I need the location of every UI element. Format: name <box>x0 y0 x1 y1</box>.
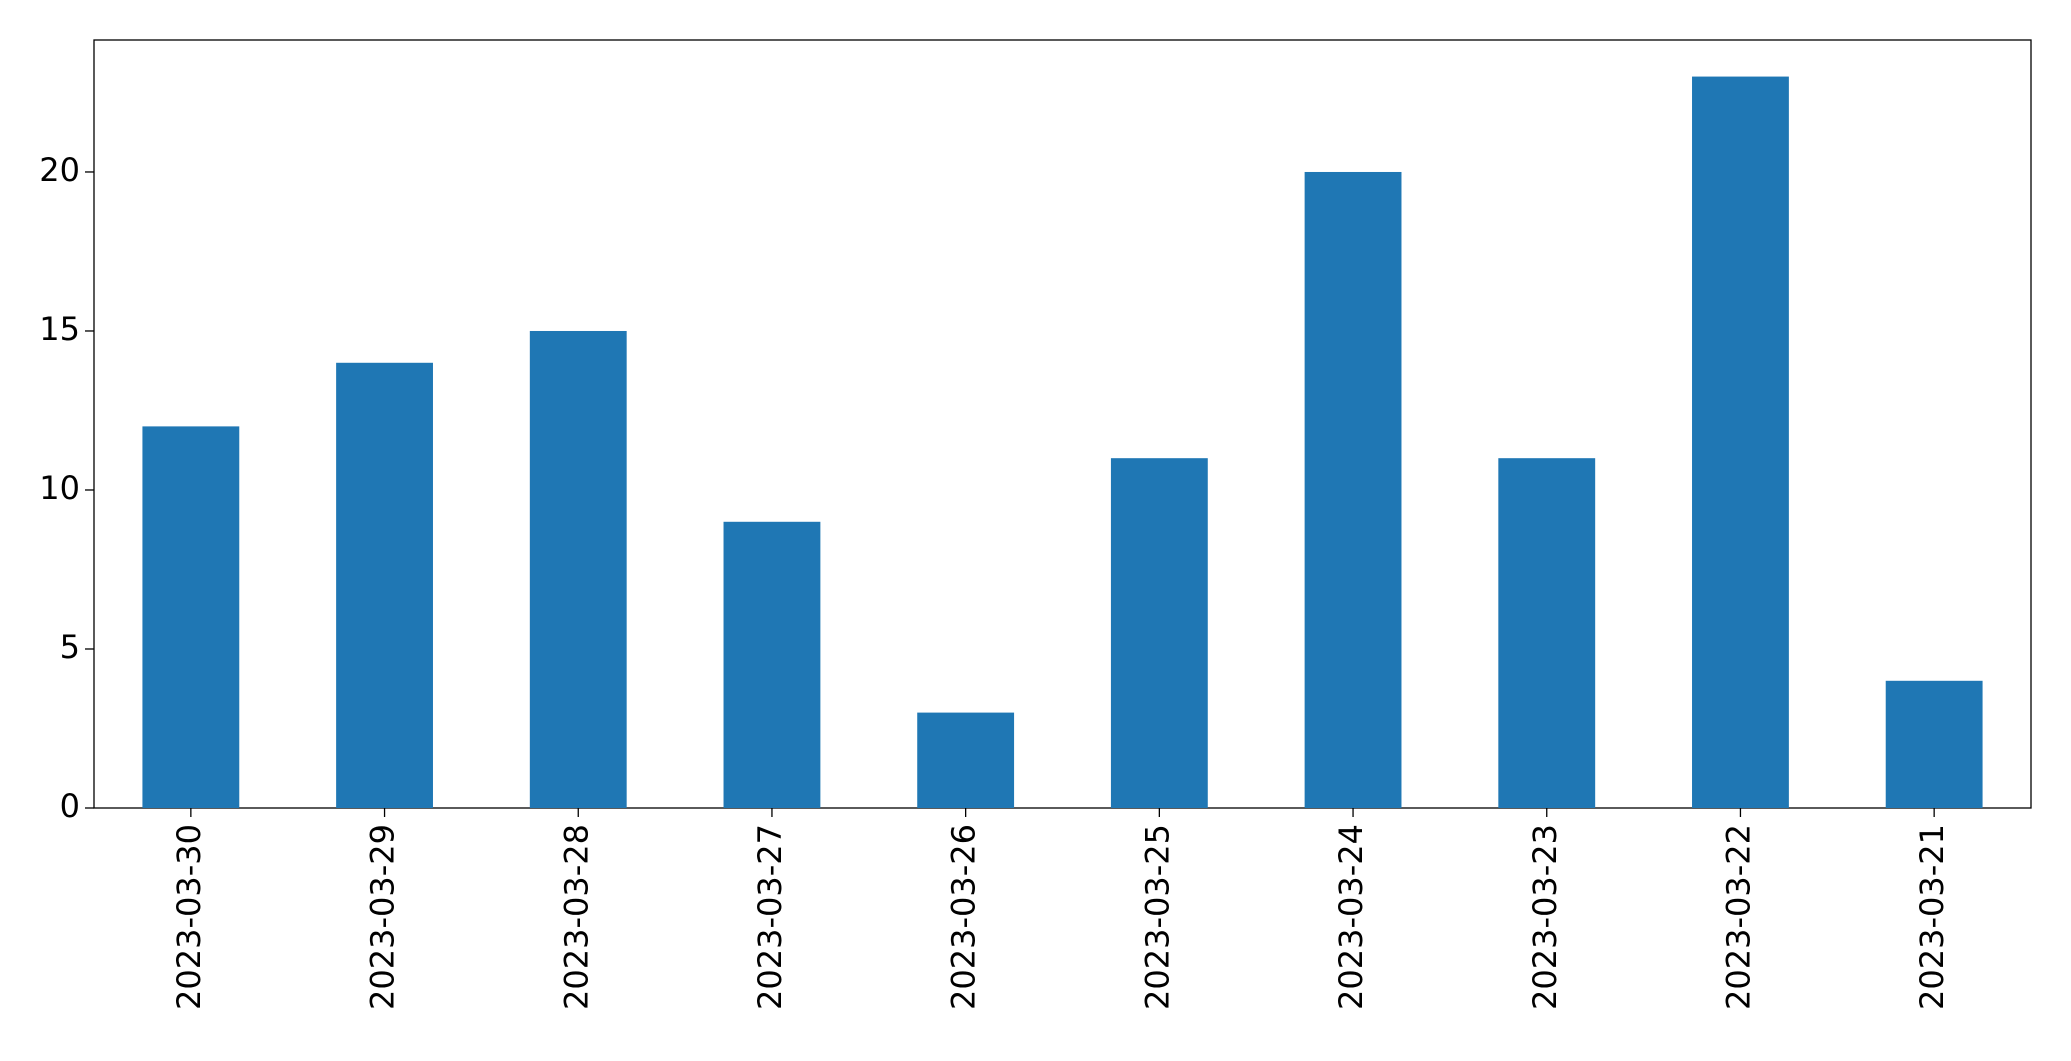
x-tick-label: 2023-03-30 <box>170 824 208 1010</box>
bar <box>142 426 240 808</box>
x-tick-label: 2023-03-22 <box>1719 824 1757 1010</box>
y-tick-label: 15 <box>39 310 80 348</box>
x-tick-label: 2023-03-27 <box>751 824 789 1010</box>
x-tick-label: 2023-03-28 <box>557 824 595 1010</box>
x-tick-label: 2023-03-26 <box>945 824 983 1010</box>
bar <box>529 330 627 808</box>
y-tick-label: 10 <box>39 469 80 507</box>
y-tick-label: 20 <box>39 151 80 189</box>
bar <box>1110 458 1208 808</box>
bar <box>917 712 1015 808</box>
x-tick-label: 2023-03-29 <box>364 824 402 1010</box>
axes-frame <box>93 39 2032 809</box>
x-tick-label: 2023-03-25 <box>1138 824 1176 1010</box>
y-tick-label: 5 <box>60 628 80 666</box>
bar <box>1498 458 1596 808</box>
y-tick-label: 0 <box>60 787 80 825</box>
bar <box>723 521 821 808</box>
x-tick-label: 2023-03-21 <box>1913 824 1951 1010</box>
bar <box>1304 171 1402 808</box>
bar <box>1692 76 1789 809</box>
x-tick-label: 2023-03-24 <box>1332 824 1370 1010</box>
bar <box>336 362 433 808</box>
bar <box>1885 680 1983 808</box>
x-tick-label: 2023-03-23 <box>1526 824 1564 1010</box>
